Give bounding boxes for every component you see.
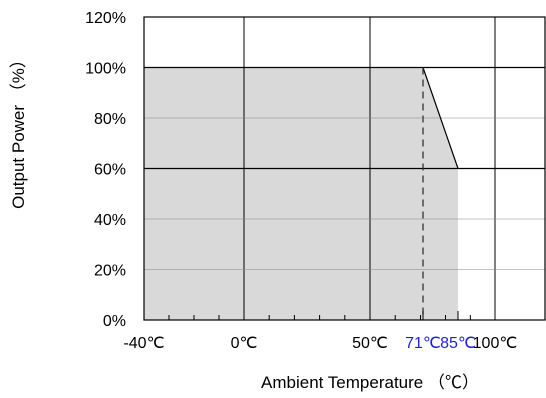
derating-curve bbox=[422, 67, 459, 169]
x-tick-label: -40℃ bbox=[123, 335, 164, 352]
x-tick-label: 85℃ bbox=[440, 335, 476, 352]
y-axis-label: Output Power （%） bbox=[9, 51, 28, 209]
y-tick-label: 60% bbox=[94, 162, 126, 179]
y-tick-label: 40% bbox=[94, 212, 126, 229]
x-axis-label: Ambient Temperature （℃） bbox=[261, 373, 479, 392]
operating-area bbox=[144, 67, 458, 320]
x-tick-label: 50℃ bbox=[352, 335, 388, 352]
y-tick-label: 80% bbox=[94, 111, 126, 128]
y-tick-label: 20% bbox=[94, 263, 126, 280]
grid-lines bbox=[144, 17, 545, 320]
y-tick-label: 120% bbox=[85, 10, 126, 27]
x-tick-label: 100℃ bbox=[473, 335, 518, 352]
y-axis-ticks: 0% 20% 40% 60% 80% 100% 120% bbox=[85, 10, 126, 330]
x-tick-label: 0℃ bbox=[231, 335, 258, 352]
y-tick-label: 100% bbox=[85, 61, 126, 78]
x-tick-label: 71℃ bbox=[405, 335, 441, 352]
y-tick-label: 0% bbox=[103, 313, 126, 330]
